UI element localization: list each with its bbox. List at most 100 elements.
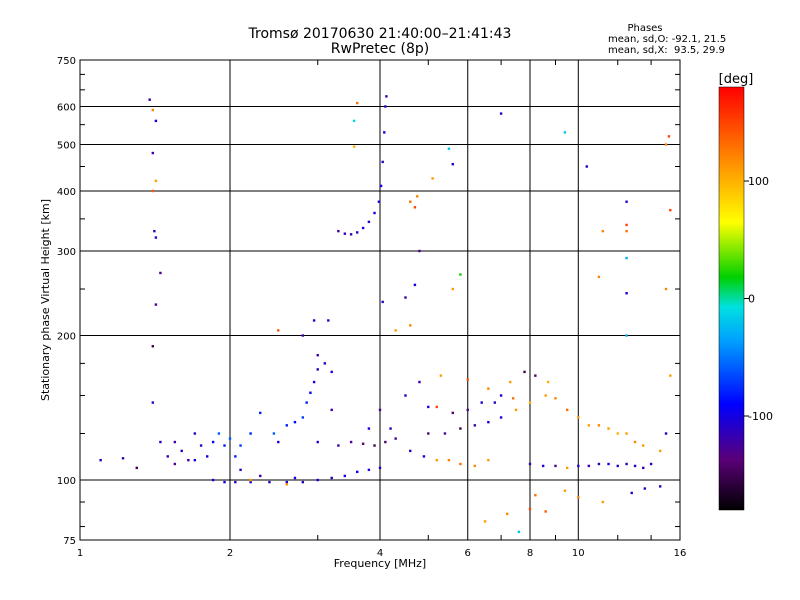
y-tick-label: 200 [57, 332, 76, 343]
colorbar-gradient [718, 86, 745, 511]
data-point [577, 496, 580, 499]
data-point [312, 380, 316, 384]
data-point [121, 457, 125, 460]
data-point [285, 424, 288, 427]
data-point [625, 200, 628, 203]
y-tick-label: 300 [57, 247, 76, 258]
colorbar-tick-label: 100 [748, 175, 769, 188]
data-point [534, 374, 537, 377]
data-point [293, 420, 297, 424]
data-point [563, 131, 567, 134]
data-point [459, 427, 462, 430]
data-point [153, 229, 156, 233]
data-point [166, 455, 169, 458]
data-point [394, 329, 397, 332]
y-tick-label: 400 [57, 187, 76, 198]
data-point [301, 416, 305, 419]
data-point [523, 370, 526, 374]
data-point [234, 480, 237, 484]
data-point [249, 480, 252, 484]
data-point [625, 229, 628, 233]
data-point [173, 462, 177, 466]
x-tick-label: 8 [527, 548, 533, 559]
data-point [616, 464, 619, 468]
data-point [493, 401, 497, 404]
data-point [349, 440, 353, 444]
data-point [316, 440, 319, 444]
data-point [154, 236, 158, 239]
data-point [305, 401, 308, 404]
x-tick-label: 10 [572, 548, 585, 559]
data-point [431, 177, 434, 180]
y-tick-label: 600 [57, 103, 76, 114]
data-point [154, 179, 158, 183]
data-point [451, 162, 455, 166]
data-point [459, 273, 462, 276]
data-point [154, 303, 158, 306]
data-point [459, 462, 462, 466]
data-point [642, 444, 645, 447]
y-axis-label: Stationary phase Virtual Height [km] [39, 199, 52, 401]
data-point [352, 145, 356, 148]
data-point [439, 374, 443, 377]
data-point [151, 189, 155, 193]
data-point [499, 416, 503, 419]
data-point [563, 489, 567, 492]
data-point [377, 200, 381, 203]
data-point [249, 432, 252, 435]
data-point [505, 512, 509, 516]
data-point [514, 408, 518, 412]
data-point [409, 449, 412, 453]
data-point [323, 362, 327, 365]
data-point [239, 468, 242, 472]
data-point [312, 319, 316, 322]
y-tick-label: 75 [63, 536, 76, 547]
data-point [466, 408, 469, 412]
data-point [669, 374, 672, 377]
x-tick-label: 16 [674, 548, 687, 559]
data-point [285, 480, 288, 484]
data-point [451, 411, 455, 415]
plot-area: 1 2 4 6 8 10 16 75 100 200 300 400 500 600 750 [57, 56, 686, 559]
data-point [159, 440, 162, 444]
colorbar: [deg] 100 0 -100 [718, 72, 773, 511]
data-point [301, 480, 305, 484]
data-point [309, 391, 312, 394]
data-point [394, 437, 397, 440]
data-point [239, 444, 242, 447]
data-point [277, 440, 280, 444]
data-point [367, 220, 371, 224]
data-point [554, 464, 557, 468]
data-point [643, 487, 647, 490]
data-point [473, 424, 477, 427]
data-points [99, 95, 672, 534]
data-point [151, 108, 155, 112]
data-point [223, 444, 226, 447]
data-point [451, 287, 455, 291]
data-point [415, 195, 419, 198]
data-point [664, 432, 668, 435]
data-point [193, 458, 197, 462]
data-point [483, 520, 487, 523]
data-point [384, 440, 387, 444]
data-point [649, 462, 653, 466]
data-point [487, 387, 490, 390]
data-point [517, 530, 521, 534]
data-point [211, 478, 215, 482]
data-point [625, 432, 628, 435]
data-point [413, 206, 417, 209]
data-point [316, 478, 319, 482]
chart-title: Tromsø 20170630 21:40:00–21:41:43 [248, 26, 512, 42]
y-tick-label: 500 [57, 141, 76, 152]
data-point [355, 101, 359, 105]
data-point [466, 378, 469, 381]
data-point [625, 334, 628, 337]
data-point [367, 468, 371, 472]
data-point [667, 135, 671, 138]
data-point [389, 427, 392, 430]
data-point [378, 466, 382, 470]
data-point [404, 394, 407, 397]
stats-line-o: mean, sd,O: -92.1, 21.5 [608, 34, 726, 45]
data-point [373, 444, 376, 447]
data-point [587, 464, 591, 468]
